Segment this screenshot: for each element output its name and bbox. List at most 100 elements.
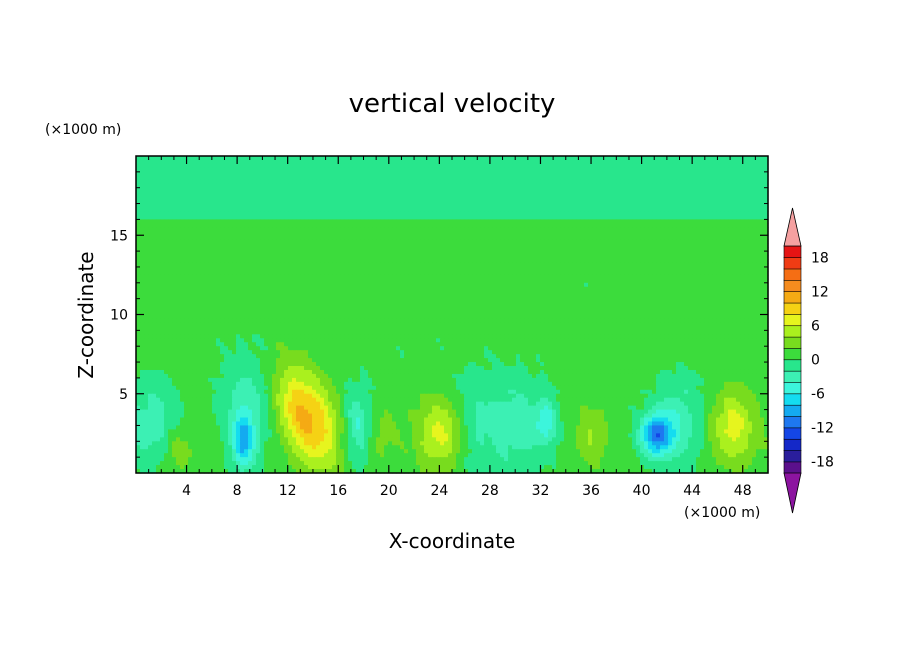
heatmap-cell xyxy=(528,199,533,205)
heatmap-cell xyxy=(356,255,361,260)
heatmap-cell xyxy=(400,199,405,205)
heatmap-cell xyxy=(136,159,141,165)
heatmap-cell xyxy=(140,247,145,252)
heatmap-cell xyxy=(324,270,329,276)
heatmap-cell xyxy=(440,215,445,220)
heatmap-cell xyxy=(508,219,513,224)
heatmap-cell xyxy=(724,239,729,244)
heatmap-cell xyxy=(688,227,693,232)
heatmap-cell xyxy=(152,187,157,193)
heatmap-cell xyxy=(292,259,297,264)
heatmap-cell xyxy=(412,211,417,217)
heatmap-cell xyxy=(192,259,197,264)
heatmap-cell xyxy=(548,156,553,161)
heatmap-cell xyxy=(208,243,213,248)
heatmap-cell xyxy=(184,278,189,284)
heatmap-cell xyxy=(616,219,621,224)
heatmap-cell xyxy=(352,270,357,276)
heatmap-cell xyxy=(420,247,425,252)
heatmap-cell xyxy=(588,167,593,173)
heatmap-cell xyxy=(496,266,501,272)
heatmap-cell xyxy=(524,247,529,252)
heatmap-cell xyxy=(628,211,633,217)
heatmap-cell xyxy=(448,179,453,185)
heatmap-cell xyxy=(372,171,377,177)
heatmap-cell xyxy=(328,183,333,189)
heatmap-cell xyxy=(136,274,141,280)
heatmap-cell xyxy=(176,175,181,181)
heatmap-cell xyxy=(628,247,633,252)
heatmap-cell xyxy=(696,183,701,189)
heatmap-cell xyxy=(192,203,197,209)
heatmap-cell xyxy=(628,199,633,205)
heatmap-cell xyxy=(188,175,193,181)
heatmap-cell xyxy=(320,274,325,280)
heatmap-cell xyxy=(236,167,241,173)
heatmap-cell xyxy=(660,219,665,224)
heatmap-cell xyxy=(236,247,241,252)
heatmap-cell xyxy=(408,179,413,185)
heatmap-cell xyxy=(168,191,173,197)
heatmap-cell xyxy=(444,259,449,264)
heatmap-cell xyxy=(244,223,249,228)
heatmap-cell xyxy=(580,243,585,248)
heatmap-cell xyxy=(532,183,537,189)
heatmap-cell xyxy=(608,266,613,272)
heatmap-cell xyxy=(732,163,737,169)
heatmap-cell xyxy=(676,255,681,260)
heatmap-cell xyxy=(492,215,497,220)
heatmap-cell xyxy=(248,183,253,189)
heatmap-cell xyxy=(292,255,297,260)
heatmap-cell xyxy=(376,219,381,224)
heatmap-cell xyxy=(384,199,389,205)
heatmap-cell xyxy=(552,156,557,161)
heatmap-cell xyxy=(752,262,757,268)
heatmap-cell xyxy=(136,243,141,248)
heatmap-cell xyxy=(520,203,525,209)
heatmap-cell xyxy=(616,183,621,189)
heatmap-cell xyxy=(504,187,509,193)
heatmap-cell xyxy=(648,171,653,177)
heatmap-cell xyxy=(304,251,309,256)
heatmap-cell xyxy=(176,255,181,260)
heatmap-cell xyxy=(740,266,745,272)
heatmap-cell xyxy=(656,247,661,252)
heatmap-cell xyxy=(604,219,609,224)
heatmap-cell xyxy=(656,171,661,177)
heatmap-cell xyxy=(632,262,637,268)
heatmap-cell xyxy=(296,266,301,272)
heatmap-cell xyxy=(740,274,745,280)
heatmap-cell xyxy=(452,183,457,189)
heatmap-cell xyxy=(184,255,189,260)
heatmap-cell xyxy=(196,163,201,169)
heatmap-cell xyxy=(280,239,285,244)
heatmap-cell xyxy=(336,211,341,217)
heatmap-cell xyxy=(296,239,301,244)
heatmap-cell xyxy=(240,179,245,185)
heatmap-cell xyxy=(328,247,333,252)
heatmap-cell xyxy=(524,179,529,185)
x-axis-unit: (×1000 m) xyxy=(684,505,760,521)
heatmap-cell xyxy=(620,231,625,236)
heatmap-cell xyxy=(672,159,677,165)
heatmap-cell xyxy=(184,179,189,185)
heatmap-cell xyxy=(672,266,677,272)
heatmap-cell xyxy=(496,239,501,244)
heatmap-cell xyxy=(524,195,529,201)
heatmap-cell xyxy=(140,262,145,268)
heatmap-cell xyxy=(488,266,493,272)
heatmap-cell xyxy=(164,159,169,165)
heatmap-cell xyxy=(584,223,589,228)
heatmap-cell xyxy=(680,243,685,248)
heatmap-cell xyxy=(292,207,297,213)
heatmap-cell xyxy=(656,262,661,268)
heatmap-cell xyxy=(208,223,213,228)
heatmap-cell xyxy=(684,179,689,185)
heatmap-cell xyxy=(200,239,205,244)
heatmap-cell xyxy=(264,266,269,272)
heatmap-cell xyxy=(164,211,169,217)
heatmap-cell xyxy=(176,219,181,224)
heatmap-cell xyxy=(200,247,205,252)
heatmap-cell xyxy=(560,247,565,252)
heatmap-cell xyxy=(276,231,281,236)
